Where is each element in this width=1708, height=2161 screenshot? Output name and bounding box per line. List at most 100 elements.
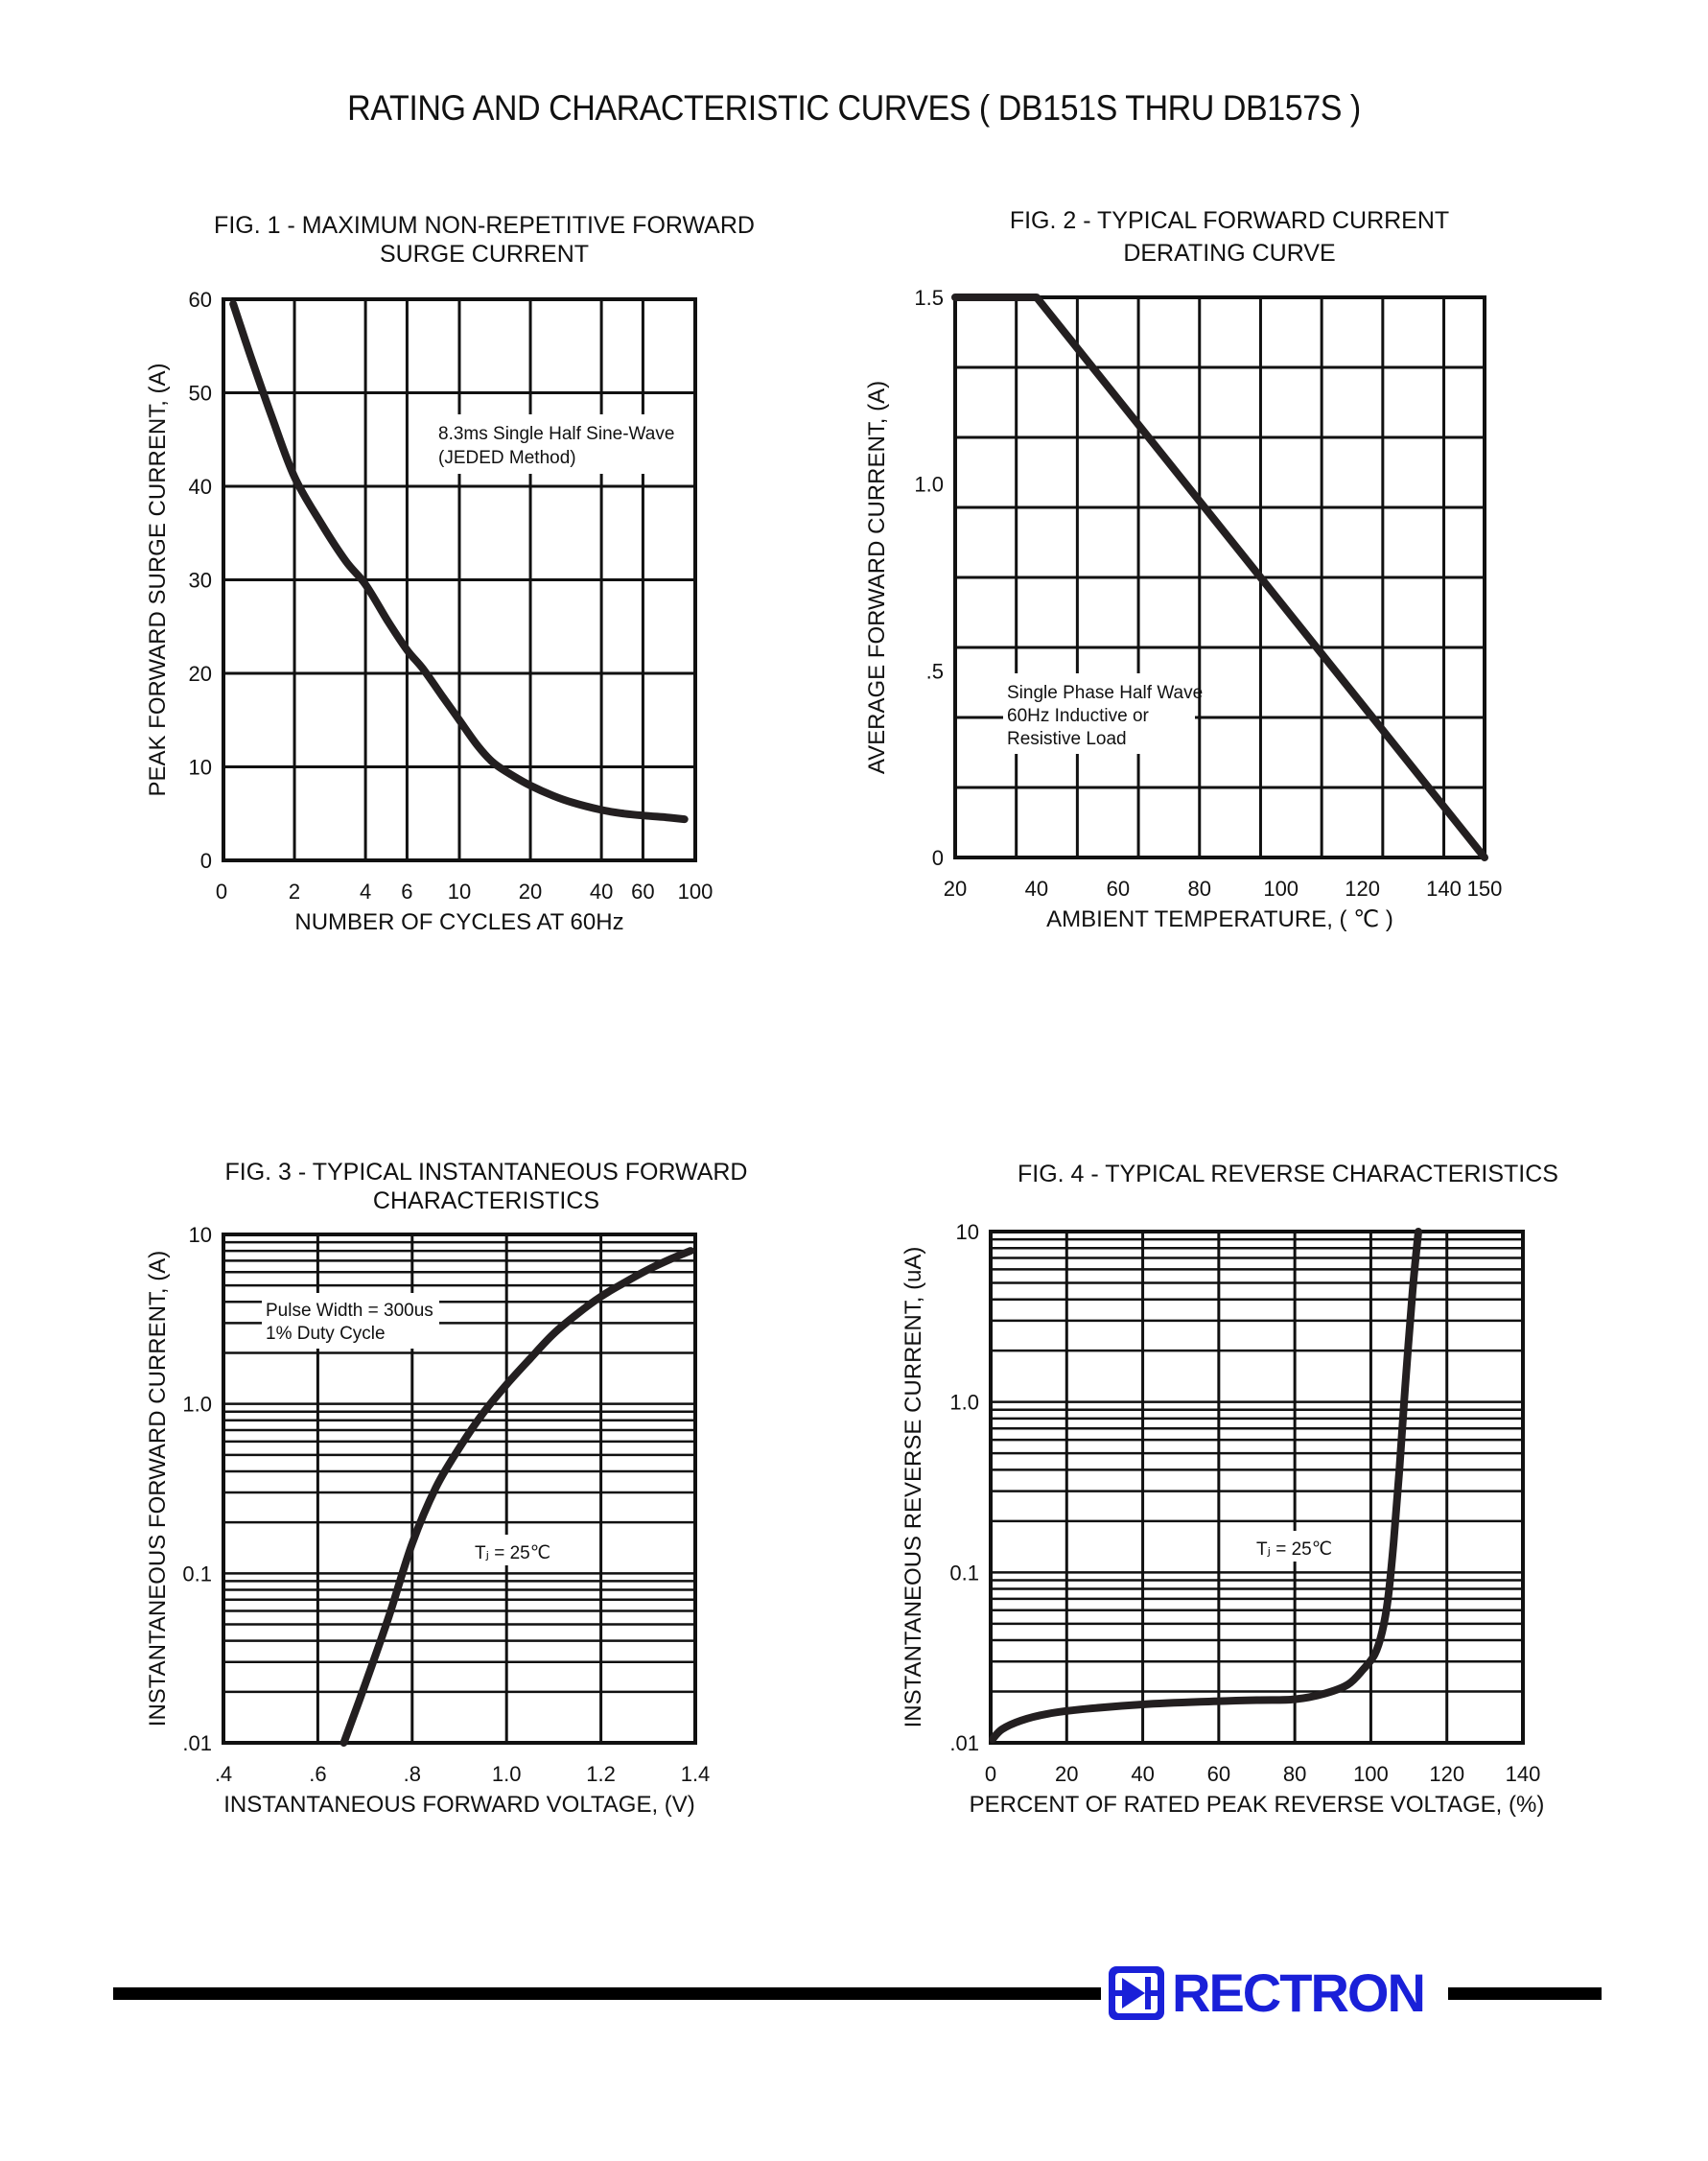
fig3-y-tick-label: 0.1 xyxy=(182,1562,212,1586)
fig3-y-tick-label: .01 xyxy=(182,1731,212,1755)
annotation-backing xyxy=(470,1535,566,1565)
fig3-x-tick-label: 1.0 xyxy=(492,1762,522,1786)
fig4-x-tick-label: 80 xyxy=(1283,1762,1306,1786)
fig4-y-tick-label: 10 xyxy=(956,1220,979,1244)
fig1-x-tick-label: 40 xyxy=(590,880,613,904)
fig3-title-line: CHARACTERISTICS xyxy=(373,1187,599,1214)
fig4-x-tick-label: 100 xyxy=(1353,1762,1389,1786)
fig1-y-tick-label: 60 xyxy=(189,288,212,312)
fig2-x-tick-label: 40 xyxy=(1025,877,1048,901)
fig3-series-line xyxy=(339,1247,695,1747)
fig2-y-tick-label: 1.5 xyxy=(914,286,944,310)
fig3-title-line: FIG. 3 - TYPICAL INSTANTANEOUS FORWARD xyxy=(225,1159,748,1186)
footer-rule-right xyxy=(1448,1987,1602,2000)
fig2-y-tick-label: 1.0 xyxy=(914,473,944,497)
fig1-x-axis-label: NUMBER OF CYCLES AT 60Hz xyxy=(294,909,623,935)
fig1-y-tick-label: 0 xyxy=(200,849,212,873)
fig2-series-line xyxy=(951,294,1488,861)
fig2-annotation: 60Hz Inductive or xyxy=(1007,706,1150,726)
fig3-x-tick-label: .8 xyxy=(404,1762,421,1786)
fig4-y-axis-label: INSTANTANEOUS REVERSE CURRENT, (uA) xyxy=(901,1247,926,1728)
fig2-plot-frame xyxy=(953,295,1486,859)
fig3-x-tick-label: 1.2 xyxy=(586,1762,616,1786)
fig1-x-tick-label: 10 xyxy=(448,880,471,904)
fig1-y-tick-label: 50 xyxy=(189,382,212,406)
fig2-x-tick-label: 150 xyxy=(1467,877,1503,901)
fig1-title-line: SURGE CURRENT xyxy=(380,241,589,268)
fig3-x-tick-label: .4 xyxy=(215,1762,232,1786)
fig3-annotation: Pulse Width = 300us xyxy=(266,1301,433,1321)
fig1-x-tick-label: 20 xyxy=(519,880,542,904)
fig3-y-axis-label: INSTANTANEOUS FORWARD CURRENT, (A) xyxy=(145,1251,171,1726)
fig4-tj-annotation: Tⱼ = 25℃ xyxy=(1256,1539,1332,1560)
fig1-y-axis-label: PEAK FORWARD SURGE CURRENT, (A) xyxy=(145,363,171,796)
fig2-annotation: Resistive Load xyxy=(1007,729,1127,749)
fig1-y-tick-label: 10 xyxy=(189,756,212,780)
fig4-x-tick-label: 40 xyxy=(1131,1762,1154,1786)
fig1-x-tick-label: 0 xyxy=(216,880,227,904)
annotation-backing xyxy=(434,414,684,474)
fig1-y-tick-label: 40 xyxy=(189,475,212,499)
fig2-title-line: FIG. 2 - TYPICAL FORWARD CURRENT xyxy=(1010,207,1449,234)
rectron-diode-logo-icon xyxy=(1109,1966,1164,2020)
fig3-tj-annotation: Tⱼ = 25℃ xyxy=(475,1543,550,1563)
fig4-x-tick-label: 20 xyxy=(1055,1762,1078,1786)
fig1-x-tick-label: 6 xyxy=(401,880,412,904)
fig2-y-tick-label: .5 xyxy=(926,659,944,683)
fig1-x-tick-label: 60 xyxy=(631,880,654,904)
fig3-x-tick-label: 1.4 xyxy=(681,1762,711,1786)
fig4-title-line: FIG. 4 - TYPICAL REVERSE CHARACTERISTICS xyxy=(1018,1161,1558,1187)
fig2-x-tick-label: 80 xyxy=(1188,877,1211,901)
fig4-x-tick-label: 60 xyxy=(1207,1762,1230,1786)
fig4-grid xyxy=(989,1230,1525,1745)
fig4-y-tick-label: .01 xyxy=(949,1731,979,1755)
fig1-x-tick-label: 4 xyxy=(360,880,371,904)
fig2-annotation: Single Phase Half Wave xyxy=(1007,683,1203,703)
fig2-x-tick-label: 120 xyxy=(1345,877,1380,901)
fig4-plot-frame xyxy=(989,1230,1525,1745)
fig3-annotation: 1% Duty Cycle xyxy=(266,1324,386,1344)
fig2-x-axis-label: AMBIENT TEMPERATURE, ( ℃ ) xyxy=(1046,906,1393,932)
brand-name: RECTRON xyxy=(1172,1962,1426,2023)
fig1-annotation: 8.3ms Single Half Sine-Wave xyxy=(438,424,674,444)
fig1-annotation: (JEDED Method) xyxy=(438,448,576,468)
page-title: RATING AND CHARACTERISTIC CURVES ( DB151… xyxy=(347,88,1361,128)
fig4-x-tick-label: 0 xyxy=(985,1762,996,1786)
fig2-y-axis-label: AVERAGE FORWARD CURRENT, (A) xyxy=(864,381,890,774)
fig4-series-line xyxy=(989,1228,1422,1744)
fig2-y-tick-label: 0 xyxy=(932,846,944,870)
fig1-x-tick-label: 100 xyxy=(678,880,714,904)
fig2-x-tick-label: 100 xyxy=(1263,877,1299,901)
annotation-backing xyxy=(262,1293,439,1349)
fig1-title-line: FIG. 1 - MAXIMUM NON-REPETITIVE FORWARD xyxy=(214,212,755,239)
fig3-y-tick-label: 1.0 xyxy=(182,1393,212,1417)
fig4-x-tick-label: 120 xyxy=(1429,1762,1464,1786)
fig4-y-tick-label: 1.0 xyxy=(949,1391,979,1415)
annotation-backing xyxy=(1252,1531,1347,1562)
fig3-y-tick-label: 10 xyxy=(189,1223,212,1247)
fig1-y-tick-label: 20 xyxy=(189,662,212,686)
fig4-x-axis-label: PERCENT OF RATED PEAK REVERSE VOLTAGE, (… xyxy=(970,1792,1545,1818)
fig3-x-axis-label: INSTANTANEOUS FORWARD VOLTAGE, (V) xyxy=(223,1792,695,1818)
fig2-x-tick-label: 20 xyxy=(944,877,967,901)
fig1-y-tick-label: 30 xyxy=(189,569,212,593)
fig2-x-tick-label: 60 xyxy=(1107,877,1130,901)
fig3-plot-frame xyxy=(222,1233,697,1745)
brand-logo: RECTRON xyxy=(1103,1961,1448,2025)
fig4-x-tick-label: 140 xyxy=(1506,1762,1541,1786)
fig2-title-line: DERATING CURVE xyxy=(1123,240,1335,267)
footer-rule-left xyxy=(113,1987,1101,2000)
fig3-x-tick-label: .6 xyxy=(309,1762,326,1786)
fig1-plot-frame xyxy=(222,297,697,862)
fig1-x-tick-label: 2 xyxy=(289,880,300,904)
footer: RECTRON xyxy=(0,1947,1708,2062)
fig2-x-tick-label: 140 xyxy=(1426,877,1462,901)
fig4-y-tick-label: 0.1 xyxy=(949,1561,979,1585)
